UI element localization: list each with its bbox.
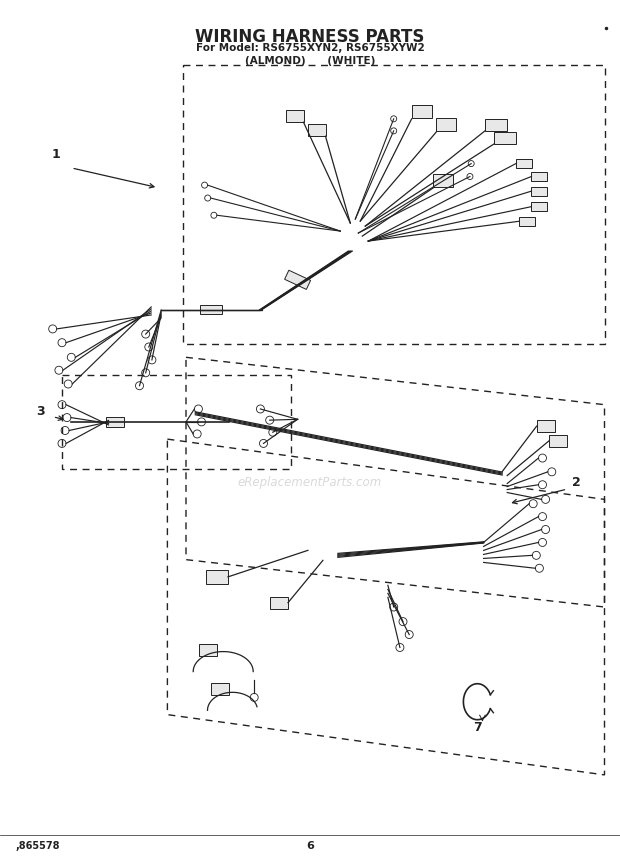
Bar <box>531 172 547 181</box>
Bar <box>412 105 432 119</box>
Text: 3: 3 <box>36 405 45 418</box>
Bar <box>433 174 453 188</box>
Bar <box>105 417 124 427</box>
Text: For Model: RS6755XYN2, RS6755XYW2: For Model: RS6755XYN2, RS6755XYW2 <box>196 43 424 53</box>
Text: 6: 6 <box>306 840 314 851</box>
Bar <box>308 124 326 136</box>
Bar <box>536 420 555 432</box>
Bar <box>494 132 516 144</box>
Bar <box>198 644 217 656</box>
Bar <box>285 270 311 289</box>
Bar <box>285 110 304 122</box>
Bar <box>211 683 229 695</box>
Text: WIRING HARNESS PARTS: WIRING HARNESS PARTS <box>195 28 425 46</box>
Bar <box>270 597 288 609</box>
Bar <box>531 202 547 211</box>
Text: ,865578: ,865578 <box>16 840 60 851</box>
Text: 7: 7 <box>473 721 482 734</box>
Bar <box>436 118 456 132</box>
Bar <box>519 217 535 226</box>
Text: (ALMOND)      (WHITE): (ALMOND) (WHITE) <box>245 56 375 66</box>
Bar <box>549 435 567 447</box>
Text: eReplacementParts.com: eReplacementParts.com <box>238 475 382 489</box>
Bar <box>206 570 228 584</box>
Bar <box>531 187 547 195</box>
Bar <box>485 119 507 131</box>
Bar <box>516 159 532 168</box>
Bar <box>200 306 222 314</box>
Text: 1: 1 <box>51 148 60 162</box>
Text: 2: 2 <box>572 475 581 489</box>
